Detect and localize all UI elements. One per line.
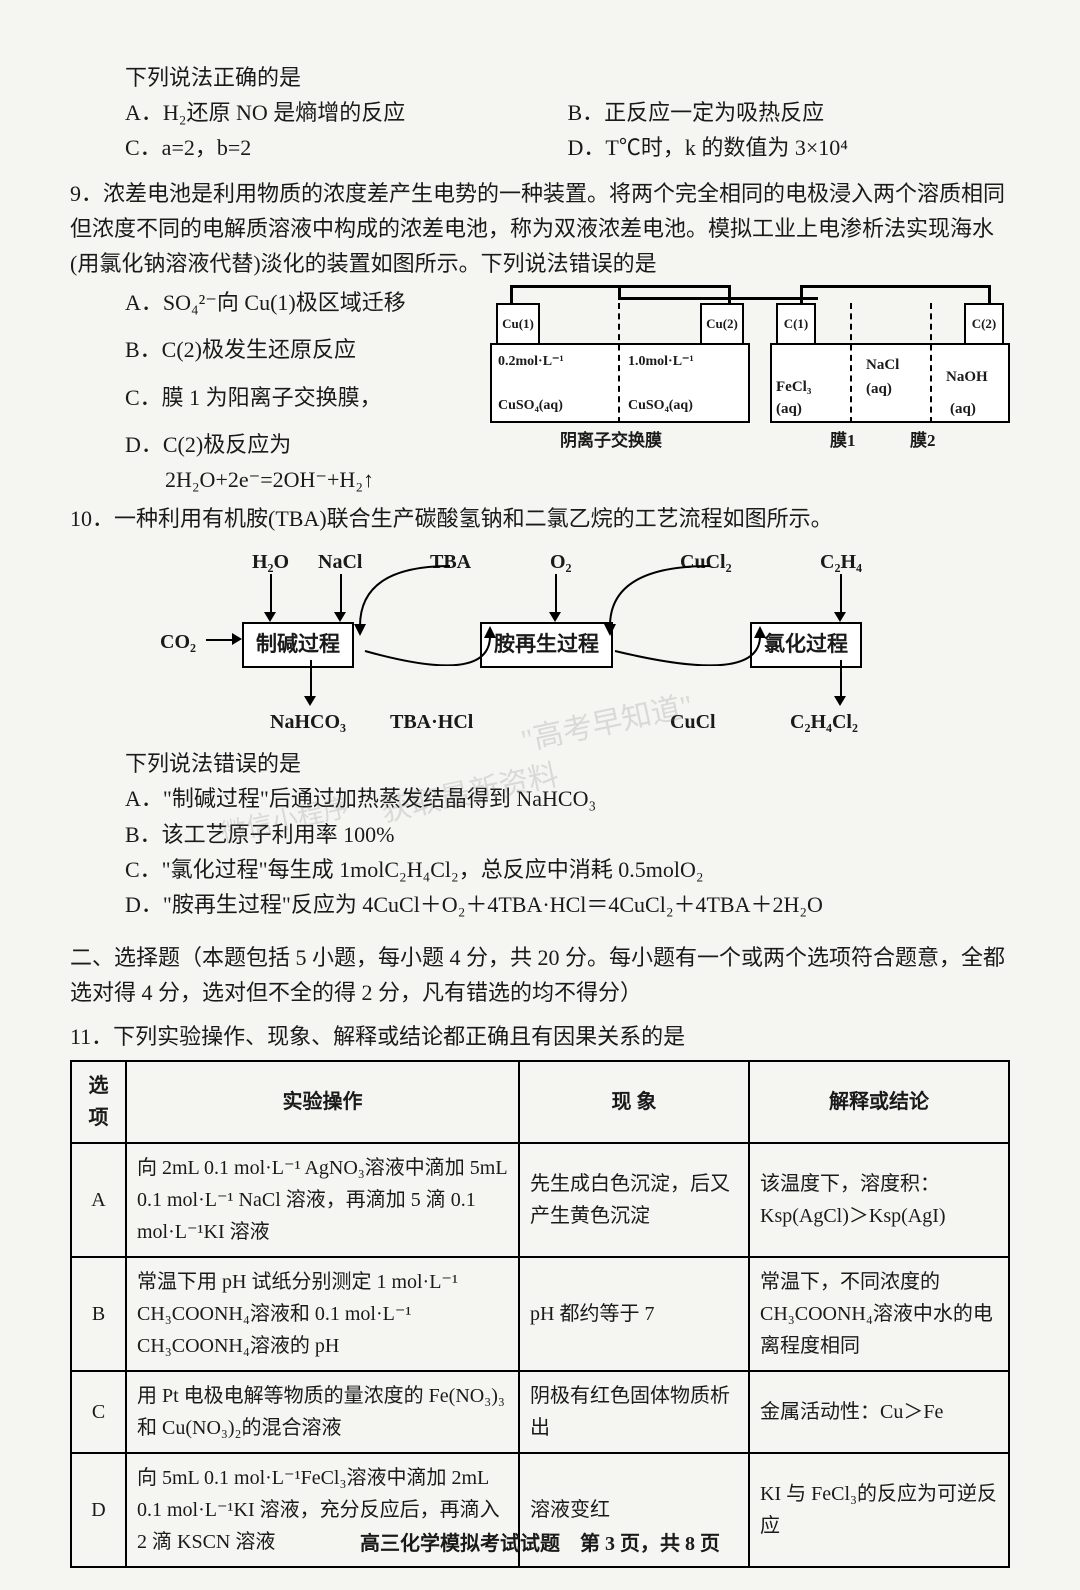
q10-prompt: 下列说法错误的是 <box>125 746 1010 781</box>
q9-optD: D．C(2)极反应为 <box>125 427 525 462</box>
cell-opt: A <box>71 1143 126 1257</box>
q9-sol2: CuSO₄(aq) <box>628 395 693 417</box>
q9-conc1: 0.2mol·L⁻¹ <box>498 351 564 373</box>
cell-explanation: 该温度下，溶度积：Ksp(AgCl)＞Ksp(AgI) <box>749 1143 1009 1257</box>
q9-fecl3: FeCl₃ <box>776 375 811 399</box>
q9-nacl: NaCl <box>866 353 899 377</box>
q9-c2: C(2) <box>964 303 1004 345</box>
th-opt: 选项 <box>71 1061 126 1143</box>
q9-cu2: Cu(2) <box>700 303 744 345</box>
cell-operation: 向 2mL 0.1 mol·L⁻¹ AgNO₃溶液中滴加 5mL 0.1 mol… <box>126 1143 519 1257</box>
q11-stem: 11．下列实验操作、现象、解释或结论都正确且有因果关系的是 <box>70 1019 1010 1054</box>
table-row: C用 Pt 电极电解等物质的量浓度的 Fe(NO₃)₃和 Cu(NO₃)₂的混合… <box>71 1371 1009 1453</box>
cell-phenomenon: 阴极有红色固体物质析出 <box>519 1371 749 1453</box>
q9-mem2: 膜2 <box>910 427 936 454</box>
table-row: B常温下用 pH 试纸分别测定 1 mol·L⁻¹ CH₃COONH₄溶液和 0… <box>71 1257 1009 1371</box>
q10-diagram: H₂O NaCl TBA O₂ CuCl₂ C₂H₄ CO₂ 制碱过程 胺再生过… <box>160 546 920 736</box>
cell-opt: C <box>71 1371 126 1453</box>
q9-aq1: (aq) <box>776 397 802 421</box>
q9-stem: 9．浓差电池是利用物质的浓度差产生电势的一种装置。将两个完全相同的电极浸入两个溶… <box>70 176 1010 282</box>
cell-opt: B <box>71 1257 126 1371</box>
q9-conc2: 1.0mol·L⁻¹ <box>628 351 694 373</box>
q9-optB: B．C(2)极发生还原反应 <box>125 332 525 367</box>
q9-optC: C．膜 1 为阳离子交换膜， <box>125 380 525 415</box>
q10-stem: 10．一种利用有机胺(TBA)联合生产碳酸氢钠和二氯乙烷的工艺流程如图所示。 <box>70 501 1010 536</box>
q10-box1: 制碱过程 <box>242 622 354 668</box>
pre-optA: A．H₂还原 NO 是熵增的反应 <box>125 95 568 130</box>
q9-anion-mem: 阴离子交换膜 <box>560 427 662 454</box>
cell-operation: 常温下用 pH 试纸分别测定 1 mol·L⁻¹ CH₃COONH₄溶液和 0.… <box>126 1257 519 1371</box>
pre-optD: D．T℃时，k 的数值为 3×10⁴ <box>568 130 1011 165</box>
th-ph: 现 象 <box>519 1061 749 1143</box>
q9-naoh: NaOH <box>946 365 988 389</box>
q9-c1: C(1) <box>776 303 816 345</box>
q9-sol1: CuSO₄(aq) <box>498 395 563 417</box>
pre-line1: 下列说法正确的是 <box>125 60 1010 95</box>
q11-table: 选项 实验操作 现 象 解释或结论 A向 2mL 0.1 mol·L⁻¹ AgN… <box>70 1060 1010 1568</box>
th-ex: 解释或结论 <box>749 1061 1009 1143</box>
q10-optD: D．"胺再生过程"反应为 4CuCl＋O₂＋4TBA·HCl＝4CuCl₂＋4T… <box>125 887 1010 922</box>
q10-tbahcl: TBA·HCl <box>390 706 473 738</box>
q9-optA: A．SO₄²⁻向 Cu(1)极区域迁移 <box>125 285 525 320</box>
q10-optB: B．该工艺原子利用率 100% <box>125 817 1010 852</box>
q10-cucl: CuCl <box>670 706 716 738</box>
pre-optC: C．a=2，b=2 <box>125 130 568 165</box>
q10-optC: C．"氯化过程"每生成 1molC₂H₄Cl₂，总反应中消耗 0.5molO₂ <box>125 852 1010 887</box>
q9-cu1: Cu(1) <box>496 303 540 345</box>
q10-o2: O₂ <box>550 546 572 578</box>
section2-heading: 二、选择题（本题包括 5 小题，每小题 4 分，共 20 分。每小题有一个或两个… <box>70 940 1010 1010</box>
cell-phenomenon: pH 都约等于 7 <box>519 1257 749 1371</box>
q10-co2: CO₂ <box>160 626 196 658</box>
q9-mem1: 膜1 <box>830 427 856 454</box>
page-footer: 高三化学模拟考试试题 第 3 页，共 8 页 <box>0 1528 1080 1560</box>
q9-optD2: 2H₂O+2e⁻=2OH⁻+H₂↑ <box>165 462 525 497</box>
q10-c2h4cl2: C₂H₄Cl₂ <box>790 706 858 738</box>
pre-optB: B．正反应一定为吸热反应 <box>568 95 1011 130</box>
cell-phenomenon: 先生成白色沉淀，后又产生黄色沉淀 <box>519 1143 749 1257</box>
q10-nahco3: NaHCO₃ <box>270 706 346 738</box>
table-row: A向 2mL 0.1 mol·L⁻¹ AgNO₃溶液中滴加 5mL 0.1 mo… <box>71 1143 1009 1257</box>
q9-aq3: (aq) <box>950 397 976 421</box>
q9-diagram: 0.2mol·L⁻¹ 1.0mol·L⁻¹ CuSO₄(aq) CuSO₄(aq… <box>490 285 1010 445</box>
cell-explanation: 常温下，不同浓度的 CH₃COONH₄溶液中水的电离程度相同 <box>749 1257 1009 1371</box>
q9-aq2: (aq) <box>866 377 892 401</box>
cell-operation: 用 Pt 电极电解等物质的量浓度的 Fe(NO₃)₃和 Cu(NO₃)₂的混合溶… <box>126 1371 519 1453</box>
th-op: 实验操作 <box>126 1061 519 1143</box>
cell-explanation: 金属活动性：Cu＞Fe <box>749 1371 1009 1453</box>
q10-optA: A．"制碱过程"后通过加热蒸发结晶得到 NaHCO₃ <box>125 781 1010 816</box>
